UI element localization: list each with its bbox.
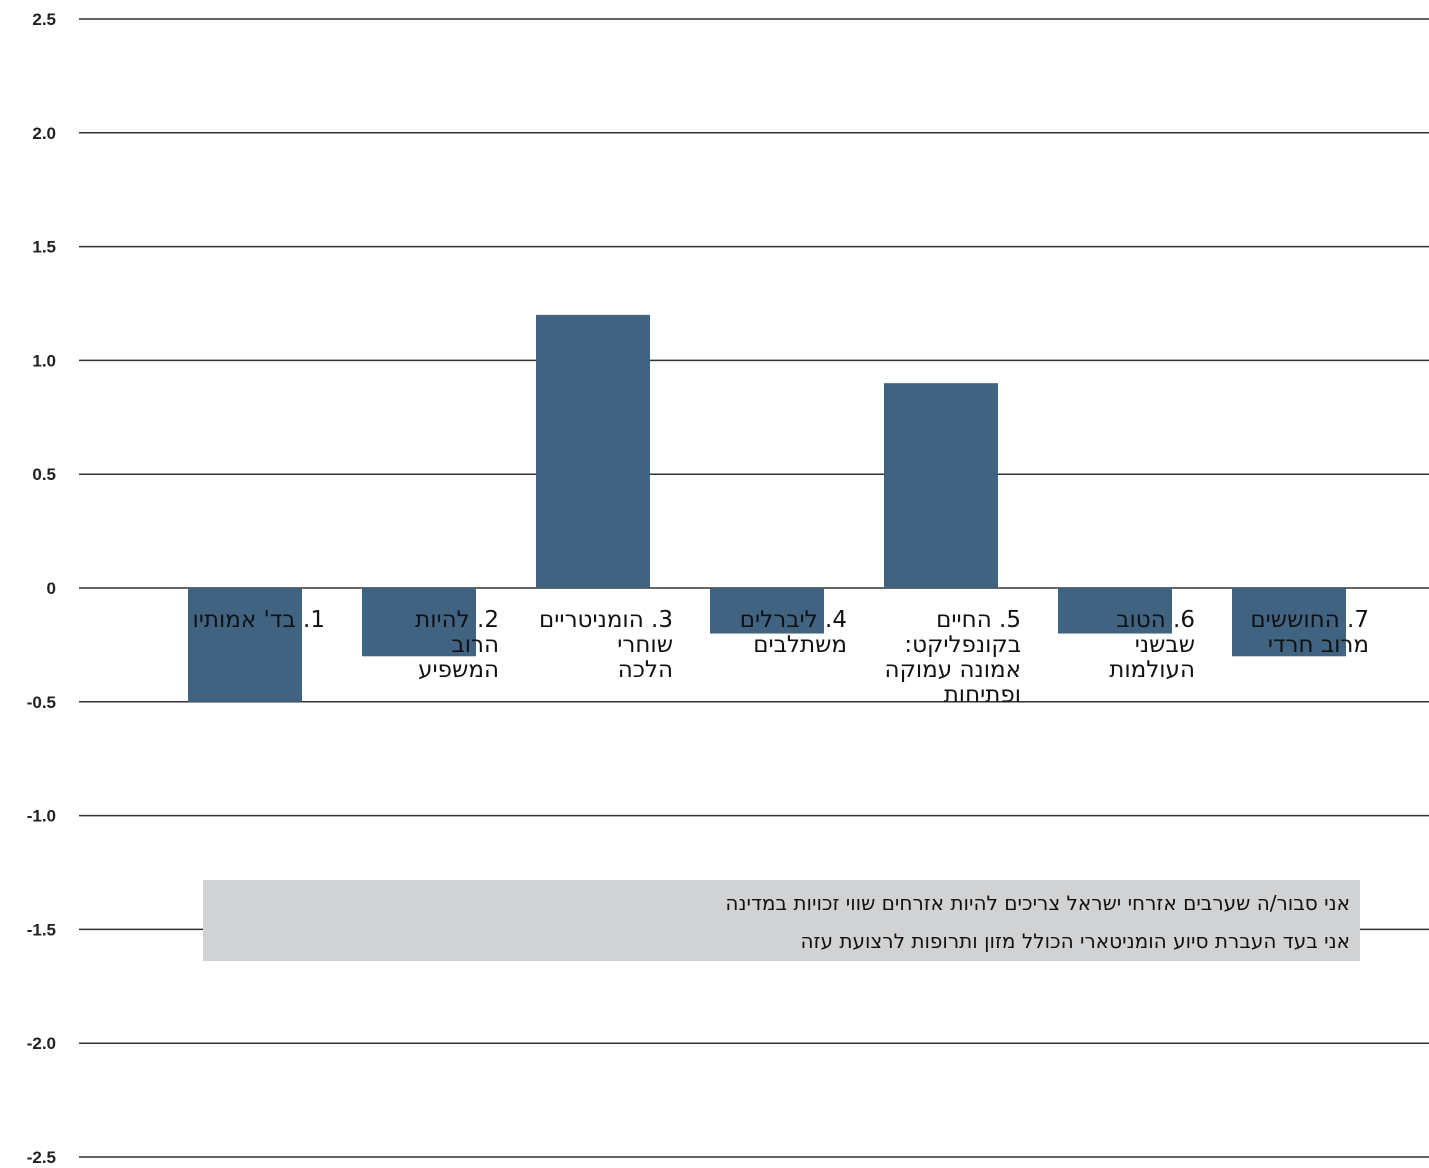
y-tick-label: 1.0 <box>32 351 56 370</box>
category-label-line: 6. הטוב <box>1116 607 1195 633</box>
y-tick-label: -0.5 <box>27 693 56 712</box>
category-label: 1. בד' אמותיו <box>192 607 325 633</box>
bar <box>1058 588 1172 634</box>
category-label: 7. החוששים מרוב חרדי <box>1250 607 1369 658</box>
category-label: 4. ליברלים משתלבים <box>740 607 847 658</box>
y-tick-label: -1.5 <box>27 920 56 939</box>
category-label-line: מרוב חרדי <box>1268 632 1369 658</box>
category-label-line: אמונה עמוקה <box>885 657 1021 683</box>
y-tick-label: 0 <box>47 579 56 598</box>
category-label-line: שוחרי <box>617 632 673 658</box>
y-tick-label: -2.0 <box>27 1034 56 1053</box>
legend-entry-1: אני סבור/ה שערבים אזרחי ישראל צריכים להי… <box>725 891 1350 915</box>
category-label-line: הרוב <box>451 632 499 658</box>
category-label-line: 4. ליברלים <box>740 607 847 633</box>
y-tick-label: 2.5 <box>32 10 56 29</box>
category-label: 3. הומניטריים שוחרי הלכה <box>539 607 673 683</box>
legend: אני סבור/ה שערבים אזרחי ישראל צריכים להי… <box>203 880 1360 961</box>
category-labels: 1. בד' אמותיו 2. להיות הרוב המשפיע 3. הומניט… <box>192 607 1369 708</box>
y-tick-label: -1.0 <box>27 807 56 826</box>
bar <box>884 383 998 588</box>
bar <box>1232 588 1346 657</box>
category-label-line: 3. הומניטריים <box>539 607 673 633</box>
category-label: 6. הטוב שבשני העולמות <box>1109 607 1195 683</box>
category-label-line: הלכה <box>618 657 673 683</box>
y-tick-label: 0.5 <box>32 465 56 484</box>
category-label-line: 5. החיים <box>936 607 1021 633</box>
bar <box>710 588 824 634</box>
category-label-line: משתלבים <box>753 632 847 658</box>
y-axis-ticks: 2.5 2.0 1.5 1.0 0.5 0 -0.5 -1.0 -1.5 -2.0 -2.5 <box>27 10 56 1167</box>
category-label-line: 2. להיות <box>415 607 499 633</box>
category-label-line: המשפיע <box>418 657 499 683</box>
category-label-line: 7. החוששים <box>1250 607 1369 633</box>
bar <box>188 588 302 702</box>
legend-box <box>203 880 1360 961</box>
category-label: 5. החיים בקונפליקט: אמונה עמוקה ופתיחות <box>885 607 1021 708</box>
category-label-line: בקונפליקט: <box>904 632 1021 658</box>
y-tick-label: 1.5 <box>32 238 56 257</box>
y-tick-label: -2.5 <box>27 1148 56 1167</box>
bars <box>188 314 1346 702</box>
legend-entry-2: אני בעד העברת סיוע הומניטארי הכולל מזון … <box>800 929 1350 953</box>
category-label-line: העולמות <box>1109 657 1195 683</box>
category-label-line: ופתיחות <box>944 682 1021 708</box>
y-tick-label: 2.0 <box>32 124 56 143</box>
category-label-line: 1. בד' אמותיו <box>192 607 325 633</box>
category-label: 2. להיות הרוב המשפיע <box>415 607 499 683</box>
bar <box>362 588 476 657</box>
category-label-line: שבשני <box>1135 632 1195 658</box>
bar <box>536 314 650 588</box>
